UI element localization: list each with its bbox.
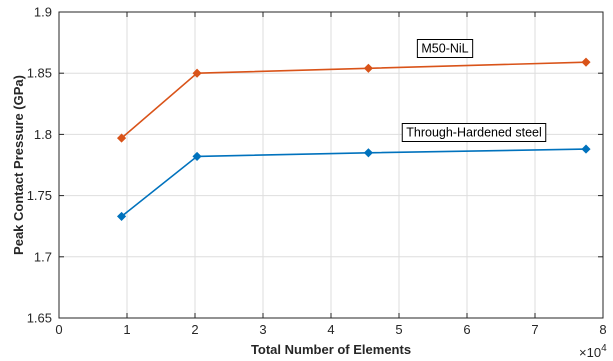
annotation-box: M50-NiL <box>416 39 474 58</box>
data-point <box>192 151 202 161</box>
x-tick-label: 4 <box>327 322 334 337</box>
x-tick-label: 5 <box>395 322 402 337</box>
series-line-1 <box>121 148 587 218</box>
data-point <box>116 133 127 143</box>
y-tick-label: 1.9 <box>34 5 52 20</box>
annotation-frame <box>416 39 474 58</box>
x-exponent-power: 4 <box>601 343 607 354</box>
x-exponent-base: ×10 <box>579 345 601 360</box>
series-layer <box>116 57 591 221</box>
annotation-text: M50-NiL <box>421 42 468 56</box>
annotations: M50-NiL Through-Hardened steel <box>401 39 547 142</box>
x-axis-title: Total Number of Elements <box>251 342 411 357</box>
x-exponent-label: ×104 <box>579 343 607 360</box>
data-point <box>363 148 373 158</box>
y-axis-title: Peak Contact Pressure (GPa) <box>11 75 26 255</box>
data-point <box>581 144 591 154</box>
y-tick-label: 1.85 <box>27 66 52 81</box>
data-point <box>363 63 373 73</box>
data-point <box>192 68 202 78</box>
x-tick-label: 1 <box>123 322 130 337</box>
x-tick-label: 6 <box>463 322 470 337</box>
annotation-text: Through-Hardened steel <box>406 126 542 140</box>
annotation-frame <box>401 123 547 142</box>
x-tick-label: 7 <box>531 322 538 337</box>
y-tick-label: 1.7 <box>34 249 52 264</box>
annotation-box: Through-Hardened steel <box>401 123 547 142</box>
axis-ticks: 0 1 2 3 4 5 6 7 8 1.65 1.7 1.75 1.8 1.85 1.9 <box>27 5 607 338</box>
x-tick-label: 2 <box>191 322 198 337</box>
x-tick-label: 3 <box>259 322 266 337</box>
data-point <box>581 57 591 67</box>
series-line-0 <box>121 61 587 139</box>
y-tick-label: 1.8 <box>34 127 52 142</box>
x-tick-label: 8 <box>599 322 606 337</box>
y-tick-label: 1.65 <box>27 311 52 326</box>
data-point <box>116 211 127 221</box>
x-tick-label: 0 <box>55 322 62 337</box>
y-tick-label: 1.75 <box>27 188 52 203</box>
